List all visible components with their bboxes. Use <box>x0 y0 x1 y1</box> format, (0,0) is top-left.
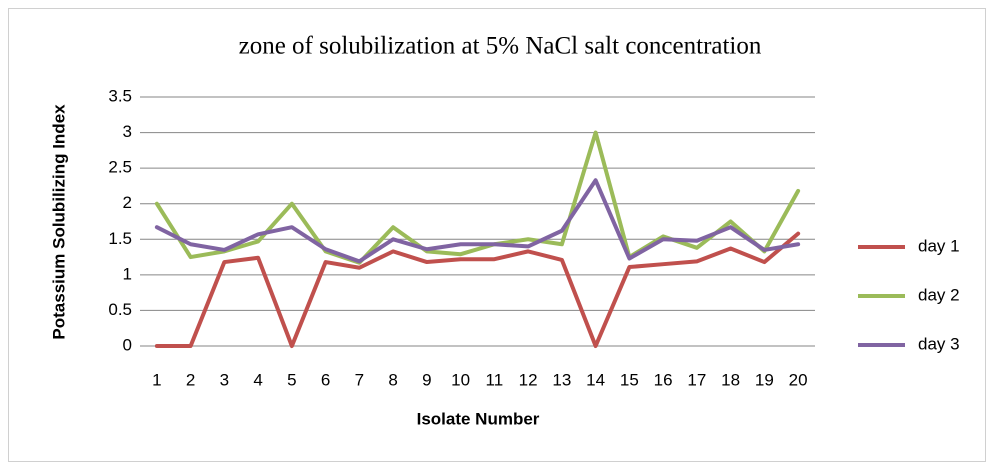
x-tick-label: 4 <box>253 370 262 389</box>
y-tick-label: 3.5 <box>108 86 132 105</box>
x-tick-label: 20 <box>789 370 808 389</box>
x-axis-label: Isolate Number <box>417 409 540 428</box>
x-tick-label: 10 <box>451 370 470 389</box>
x-tick-label: 19 <box>755 370 774 389</box>
y-tick-label: 1.5 <box>108 229 132 248</box>
x-tick-label: 13 <box>552 370 571 389</box>
legend-label: day 1 <box>918 236 960 255</box>
y-tick-label: 0.5 <box>108 300 132 319</box>
series-line <box>154 231 801 348</box>
x-tick-label: 5 <box>287 370 296 389</box>
x-tick-label: 6 <box>321 370 330 389</box>
y-tick-label: 0 <box>123 335 132 354</box>
x-tick-label: 1 <box>152 370 161 389</box>
y-tick-label: 2 <box>123 193 132 212</box>
series-line <box>154 178 801 264</box>
y-tick-label: 2.5 <box>108 158 132 177</box>
x-tick-label: 12 <box>519 370 538 389</box>
x-tick-label: 18 <box>721 370 740 389</box>
x-tick-label: 2 <box>186 370 195 389</box>
x-tick-label: 14 <box>586 370 605 389</box>
x-tick-label: 11 <box>486 370 504 389</box>
x-tick-label: 17 <box>687 370 706 389</box>
chart-border <box>8 8 986 462</box>
x-tick-label: 3 <box>220 370 229 389</box>
y-axis-label: Potassium Solubilizing Index <box>49 104 68 340</box>
x-tick-label: 9 <box>422 370 431 389</box>
x-tick-label: 7 <box>355 370 364 389</box>
chart-title: zone of solubilization at 5% NaCl salt c… <box>239 33 762 60</box>
y-tick-label: 3 <box>123 122 132 141</box>
x-tick-label: 15 <box>620 370 639 389</box>
y-tick-label: 1 <box>123 264 132 283</box>
x-tick-label: 8 <box>388 370 397 389</box>
legend-label: day 3 <box>918 334 960 353</box>
x-tick-label: 16 <box>654 370 673 389</box>
legend-label: day 2 <box>918 285 960 304</box>
